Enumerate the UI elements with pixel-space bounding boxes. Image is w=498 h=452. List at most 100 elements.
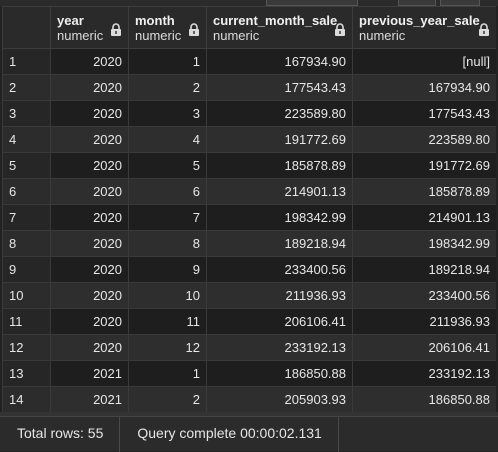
- row-number[interactable]: 7: [2, 204, 51, 231]
- cell-month[interactable]: 3: [128, 100, 207, 127]
- column-type: numeric: [57, 28, 104, 43]
- row-number[interactable]: 1: [2, 48, 51, 75]
- cell-year[interactable]: 2020: [50, 204, 129, 231]
- cell-previous-year-sale[interactable]: 189218.94: [352, 256, 496, 283]
- row-number[interactable]: 11: [2, 308, 51, 335]
- cell-current-month-sale[interactable]: 223589.80: [206, 100, 353, 127]
- cell-year[interactable]: 2020: [50, 48, 129, 75]
- table-row[interactable]: 12 2020 12 233192.13 206106.41: [2, 334, 496, 361]
- table-row[interactable]: 8 2020 8 189218.94 198342.99: [2, 230, 496, 257]
- table-row[interactable]: 9 2020 9 233400.56 189218.94: [2, 256, 496, 283]
- table-row[interactable]: 13 2021 1 186850.88 233192.13: [2, 360, 496, 387]
- row-number[interactable]: 10: [2, 282, 51, 309]
- cell-month[interactable]: 9: [128, 256, 207, 283]
- cell-previous-year-sale[interactable]: 223589.80: [352, 126, 496, 153]
- cell-previous-year-sale[interactable]: 233400.56: [352, 282, 496, 309]
- cell-current-month-sale[interactable]: 214901.13: [206, 178, 353, 205]
- table-row[interactable]: 14 2021 2 205903.93 186850.88: [2, 386, 496, 412]
- cell-previous-year-sale[interactable]: 186850.88: [352, 386, 496, 412]
- table-row[interactable]: 10 2020 10 211936.93 233400.56: [2, 282, 496, 309]
- column-header-current-month-sale[interactable]: current_month_sale numeric: [206, 6, 353, 49]
- data-output-grid[interactable]: year numeric month numeric: [2, 6, 496, 412]
- cell-month[interactable]: 6: [128, 178, 207, 205]
- column-header-month[interactable]: month numeric: [128, 6, 207, 49]
- lock-icon: [189, 23, 199, 36]
- cell-current-month-sale[interactable]: 233192.13: [206, 334, 353, 361]
- cell-year[interactable]: 2020: [50, 230, 129, 257]
- cell-year[interactable]: 2020: [50, 74, 129, 101]
- table-row[interactable]: 7 2020 7 198342.99 214901.13: [2, 204, 496, 231]
- toolbar-button-edge[interactable]: [398, 0, 436, 6]
- row-number[interactable]: 14: [2, 386, 51, 412]
- cell-current-month-sale[interactable]: 206106.41: [206, 308, 353, 335]
- cell-month[interactable]: 12: [128, 334, 207, 361]
- cell-year[interactable]: 2020: [50, 282, 129, 309]
- cell-previous-year-sale[interactable]: 233192.13: [352, 360, 496, 387]
- table-row[interactable]: 3 2020 3 223589.80 177543.43: [2, 100, 496, 127]
- cell-year[interactable]: 2020: [50, 178, 129, 205]
- cell-year[interactable]: 2020: [50, 100, 129, 127]
- cell-month[interactable]: 1: [128, 360, 207, 387]
- cell-previous-year-sale[interactable]: 211936.93: [352, 308, 496, 335]
- table-row[interactable]: 1 2020 1 167934.90 [null]: [2, 48, 496, 75]
- cell-current-month-sale[interactable]: 211936.93: [206, 282, 353, 309]
- cell-month[interactable]: 7: [128, 204, 207, 231]
- row-number[interactable]: 5: [2, 152, 51, 179]
- cell-current-month-sale[interactable]: 185878.89: [206, 152, 353, 179]
- cell-month[interactable]: 2: [128, 74, 207, 101]
- row-number[interactable]: 3: [2, 100, 51, 127]
- table-row[interactable]: 6 2020 6 214901.13 185878.89: [2, 178, 496, 205]
- cell-year[interactable]: 2020: [50, 256, 129, 283]
- cell-current-month-sale[interactable]: 167934.90: [206, 48, 353, 75]
- cell-previous-year-sale[interactable]: 167934.90: [352, 74, 496, 101]
- cell-month[interactable]: 1: [128, 48, 207, 75]
- cell-current-month-sale[interactable]: 189218.94: [206, 230, 353, 257]
- row-number-header[interactable]: [2, 6, 51, 49]
- cell-month[interactable]: 2: [128, 386, 207, 412]
- cell-previous-year-sale[interactable]: 198342.99: [352, 230, 496, 257]
- cell-year[interactable]: 2021: [50, 360, 129, 387]
- row-number[interactable]: 8: [2, 230, 51, 257]
- cell-current-month-sale[interactable]: 198342.99: [206, 204, 353, 231]
- cell-year[interactable]: 2020: [50, 334, 129, 361]
- cell-previous-year-sale[interactable]: 177543.43: [352, 100, 496, 127]
- row-number[interactable]: 2: [2, 74, 51, 101]
- cell-year[interactable]: 2021: [50, 386, 129, 412]
- cell-current-month-sale[interactable]: 177543.43: [206, 74, 353, 101]
- cell-month[interactable]: 8: [128, 230, 207, 257]
- cell-month[interactable]: 11: [128, 308, 207, 335]
- toolbar-field-edge[interactable]: [266, 0, 358, 6]
- cell-current-month-sale[interactable]: 191772.69: [206, 126, 353, 153]
- row-number[interactable]: 4: [2, 126, 51, 153]
- cell-year[interactable]: 2020: [50, 126, 129, 153]
- header-row: year numeric month numeric: [2, 6, 496, 49]
- row-number[interactable]: 12: [2, 334, 51, 361]
- cell-current-month-sale[interactable]: 233400.56: [206, 256, 353, 283]
- cell-month[interactable]: 5: [128, 152, 207, 179]
- row-number[interactable]: 9: [2, 256, 51, 283]
- cell-previous-year-sale[interactable]: 206106.41: [352, 334, 496, 361]
- horizontal-scrollbar[interactable]: [0, 412, 498, 416]
- column-header-year[interactable]: year numeric: [50, 6, 129, 49]
- table-row[interactable]: 4 2020 4 191772.69 223589.80: [2, 126, 496, 153]
- cell-month[interactable]: 4: [128, 126, 207, 153]
- column-type: numeric: [213, 28, 260, 43]
- row-number[interactable]: 6: [2, 178, 51, 205]
- column-header-previous-year-sale[interactable]: previous_year_sale numeric: [352, 6, 496, 49]
- cell-previous-year-sale[interactable]: 214901.13: [352, 204, 496, 231]
- toolbar-button-edge[interactable]: [440, 0, 480, 6]
- cell-previous-year-sale[interactable]: 191772.69: [352, 152, 496, 179]
- cell-previous-year-sale[interactable]: 185878.89: [352, 178, 496, 205]
- row-number[interactable]: 13: [2, 360, 51, 387]
- table-row[interactable]: 5 2020 5 185878.89 191772.69: [2, 152, 496, 179]
- cell-previous-year-sale[interactable]: [null]: [352, 48, 496, 75]
- cell-current-month-sale[interactable]: 186850.88: [206, 360, 353, 387]
- cell-month[interactable]: 10: [128, 282, 207, 309]
- cell-year[interactable]: 2020: [50, 308, 129, 335]
- results-table: year numeric month numeric: [2, 6, 496, 412]
- table-row[interactable]: 11 2020 11 206106.41 211936.93: [2, 308, 496, 335]
- table-row[interactable]: 2 2020 2 177543.43 167934.90: [2, 74, 496, 101]
- cell-year[interactable]: 2020: [50, 152, 129, 179]
- cell-current-month-sale[interactable]: 205903.93: [206, 386, 353, 412]
- table-body: 1 2020 1 167934.90 [null] 2 2020 2 177543.43 1679…: [2, 48, 496, 412]
